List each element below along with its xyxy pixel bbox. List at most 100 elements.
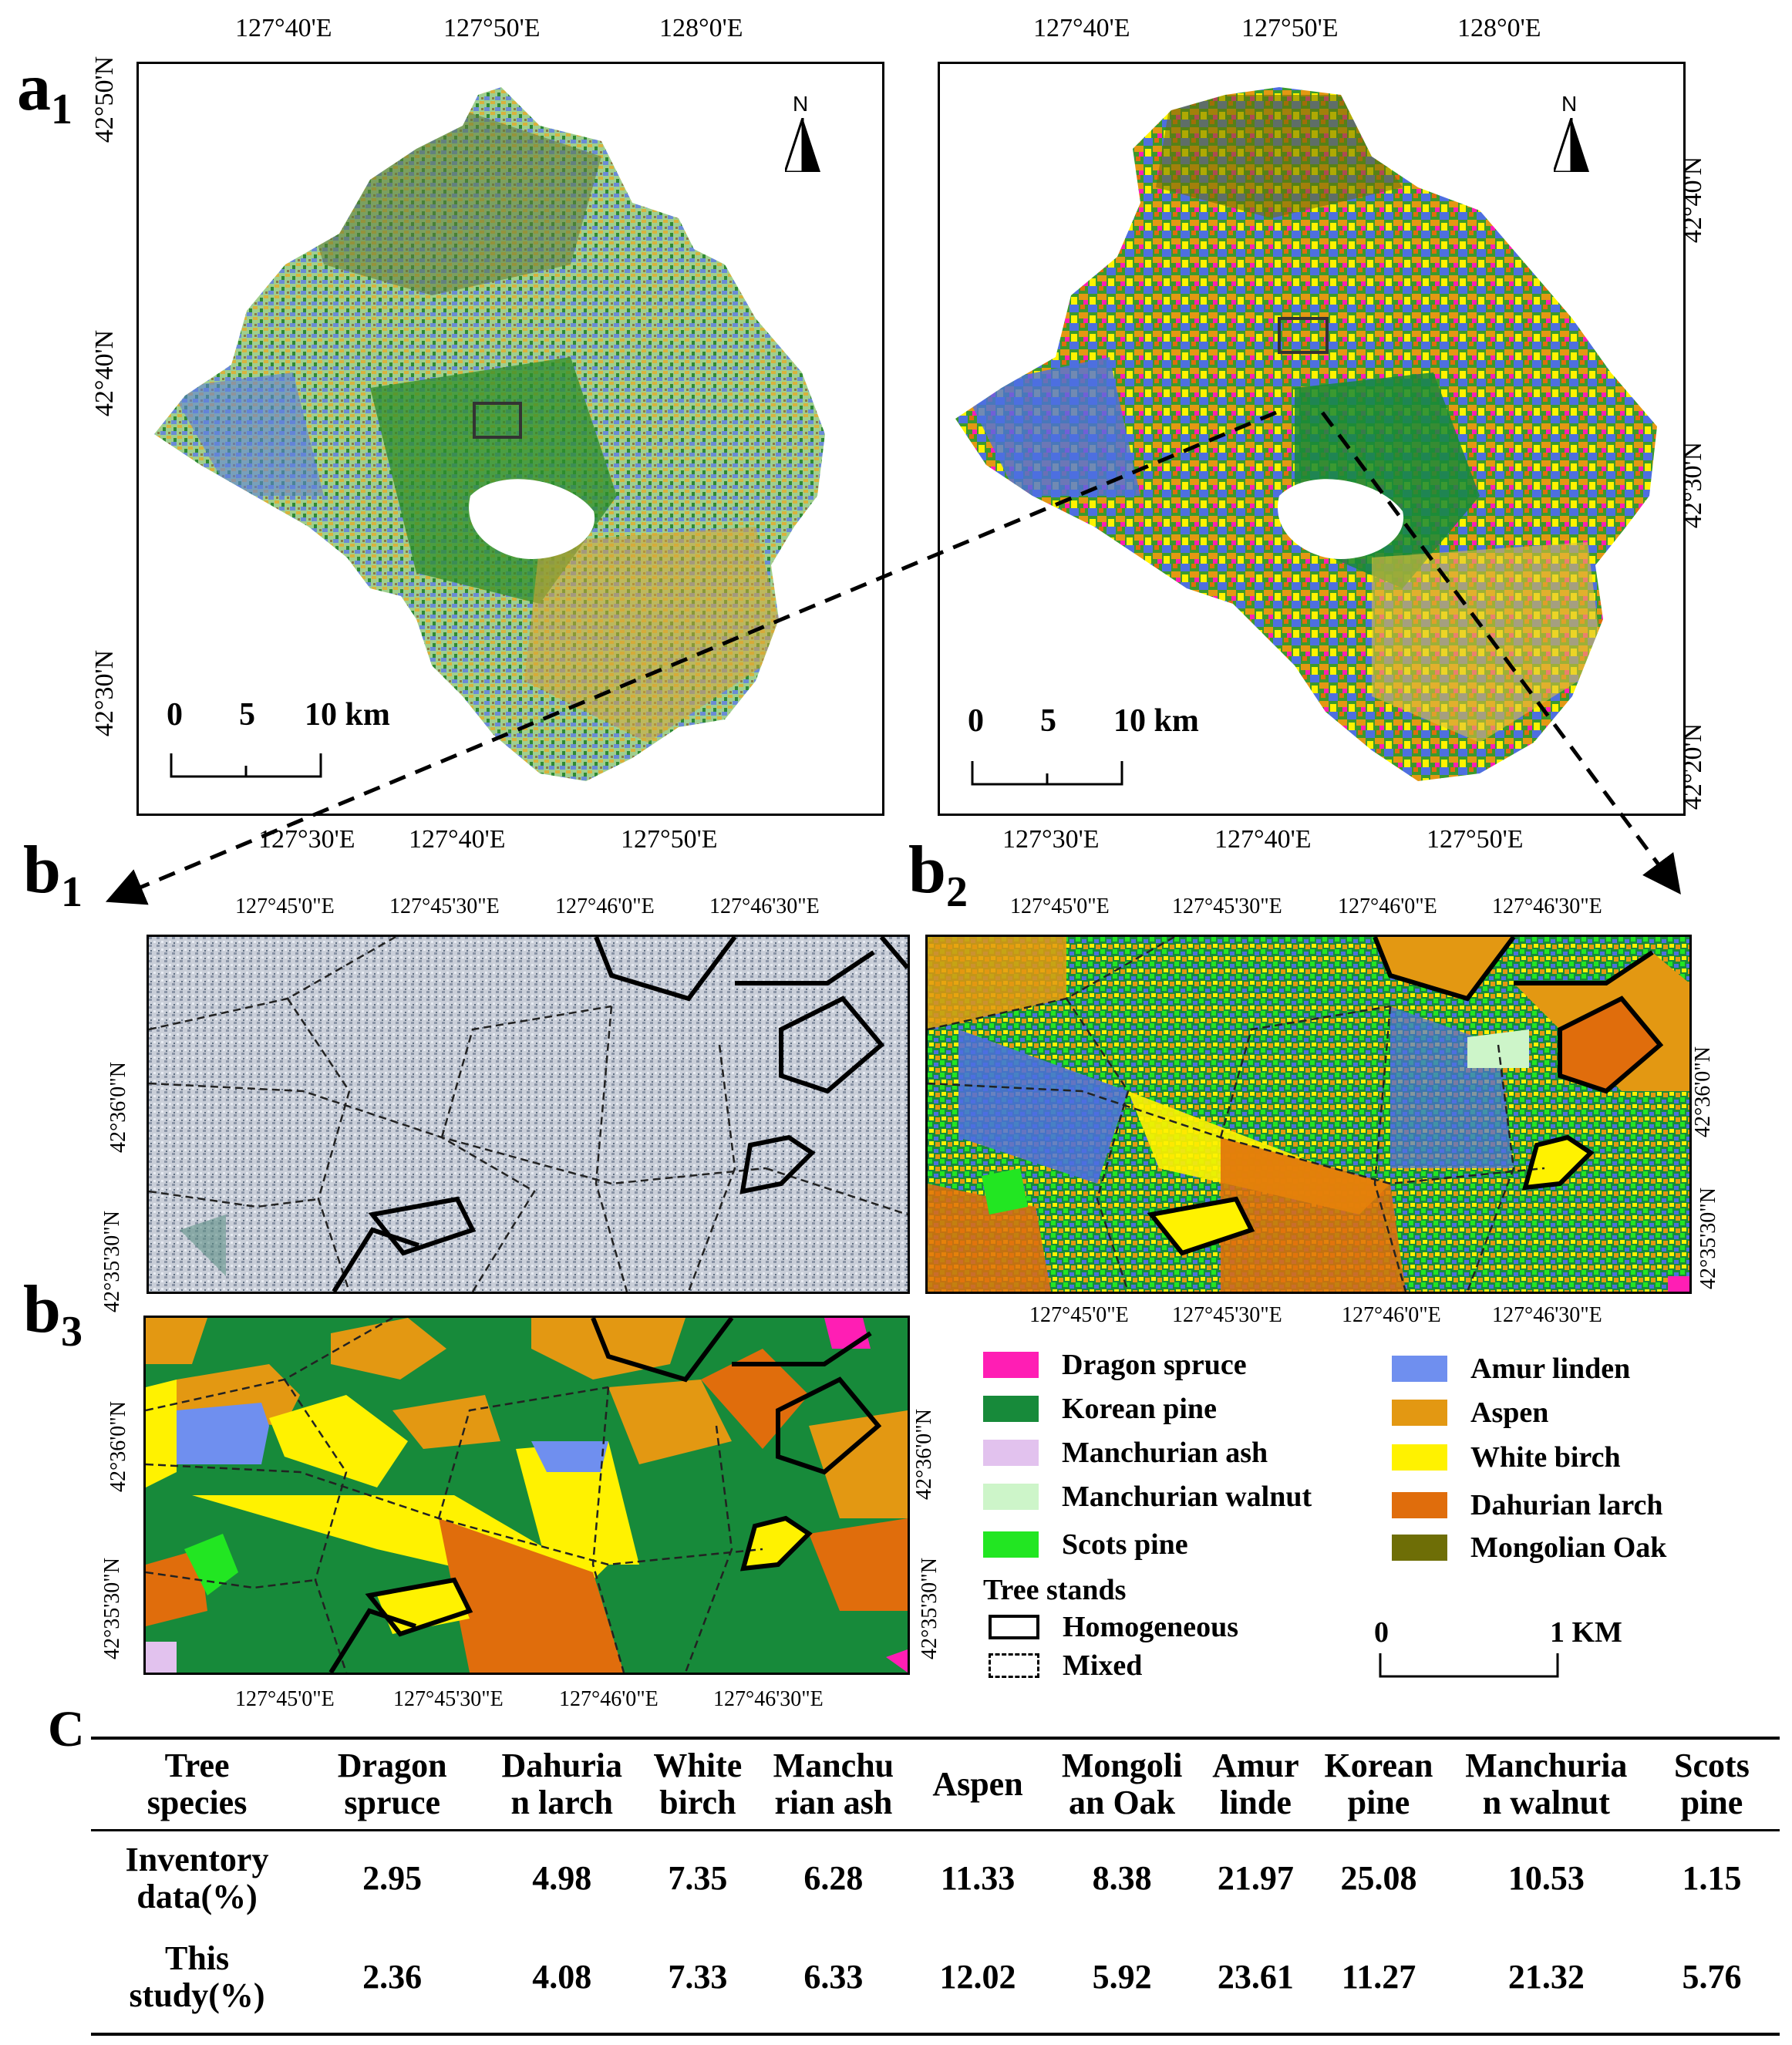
table-cell: 5.92: [1092, 1957, 1152, 1996]
map-b3: [143, 1316, 910, 1675]
legend-swatch: [983, 1352, 1039, 1378]
map-b2: [925, 935, 1692, 1294]
panel-label-b1: b1: [23, 833, 83, 916]
a1-scale-10: 10 km: [305, 697, 390, 733]
map-b3-inventory: [146, 1318, 908, 1673]
legend-swatch: [983, 1396, 1039, 1422]
header-tree-species: Tree species: [147, 1746, 248, 1821]
panel-label-b2: b2: [908, 833, 968, 916]
panel-label-c: C: [48, 1701, 85, 1757]
table-cell: 25.08: [1340, 1858, 1417, 1897]
legend-swatch: [1392, 1400, 1447, 1426]
a1-scale-0: 0: [167, 697, 183, 733]
legend-item-homogeneous: Homogeneous: [989, 1610, 1238, 1644]
a2-scale-10: 10 km: [1113, 703, 1199, 739]
a1-scale-5: 5: [239, 697, 255, 733]
table-cell: 5.76: [1682, 1957, 1742, 1996]
table-cell: 2.95: [362, 1858, 423, 1897]
legend-stands-title: Tree stands: [983, 1574, 1127, 1606]
b3-right-lat-1: 42°36'0"N: [911, 1409, 936, 1500]
a2-scalebar: [971, 761, 1123, 786]
b2-top-lon-1: 127°45'0"E: [1010, 894, 1110, 918]
b3-bottom-lon-1: 127°45'0"E: [235, 1687, 335, 1711]
b3-right-lat-2: 42°35'30"N: [917, 1558, 941, 1659]
a1-bottom-lon-2: 127°40'E: [409, 825, 506, 854]
legend-item-manchurian-walnut: Manchurian walnut: [983, 1480, 1312, 1514]
table-cell: 12.02: [939, 1957, 1016, 1996]
header-aspen: Aspen: [932, 1764, 1023, 1803]
a1-north-label: N: [793, 92, 809, 116]
legend-scalebar: [1379, 1653, 1559, 1678]
legend-item-amur-linden: Amur linden: [1392, 1352, 1630, 1386]
legend-item-aspen: Aspen: [1392, 1396, 1548, 1430]
table-cell: 4.98: [532, 1858, 592, 1897]
header-manchurian-ash: Manchu rian ash: [773, 1746, 894, 1821]
map-a2-classification: [955, 87, 1657, 781]
mixed-swatch: [989, 1653, 1039, 1678]
table-cell: 10.53: [1507, 1858, 1585, 1897]
legend-item-mixed: Mixed: [989, 1649, 1142, 1683]
b3-bottom-lon-4: 127°46'30"E: [713, 1687, 824, 1711]
header-dragon-spruce: Dragon spruce: [337, 1746, 447, 1821]
table-cell: 11.27: [1341, 1957, 1416, 1996]
table-cell: 8.38: [1092, 1858, 1152, 1897]
species-percentage-table: Tree species Dragon spruce Dahuria n larch …: [91, 1740, 1780, 2026]
a2-scale-0: 0: [968, 703, 984, 739]
table-cell: 7.35: [668, 1858, 728, 1897]
legend-swatch: [1392, 1444, 1447, 1471]
legend-swatch: [1392, 1356, 1447, 1382]
b3-bottom-lon-3: 127°46'0"E: [559, 1687, 659, 1711]
b2-lat-2: 42°35'30"N: [1696, 1188, 1720, 1289]
legend-swatch: [1392, 1535, 1447, 1561]
table-bottom-rule: [91, 2033, 1780, 2036]
legend-item-white-birch: White birch: [1392, 1440, 1621, 1474]
a2-bottom-lon-2: 127°40'E: [1214, 825, 1312, 854]
table-mid-rule: [91, 1829, 1780, 1831]
b2-top-lon-4: 127°46'30"E: [1492, 894, 1602, 918]
header-korean-pine: Korean pine: [1324, 1746, 1433, 1821]
a1-scalebar: [170, 753, 322, 778]
a2-top-lon-2: 127°50'E: [1241, 14, 1339, 42]
map-b1-imagery: [149, 937, 908, 1292]
legend-swatch: [983, 1440, 1039, 1466]
legend-swatch: [983, 1484, 1039, 1510]
table-cell: 23.61: [1217, 1957, 1294, 1996]
a2-top-lon-1: 127°40'E: [1033, 14, 1130, 42]
b2-bottom-lon-2: 127°45'30"E: [1172, 1303, 1282, 1327]
a1-top-lon-2: 127°50'E: [443, 14, 541, 42]
homogeneous-swatch: [989, 1615, 1039, 1639]
row-label-inventory: Inventory data(%): [125, 1840, 269, 1915]
b2-bottom-lon-3: 127°46'0"E: [1342, 1303, 1441, 1327]
a1-top-lon-3: 128°0'E: [659, 14, 743, 42]
legend-swatch: [1392, 1492, 1447, 1518]
panel-label-a1: a1: [17, 50, 72, 133]
table-header-row: Tree species Dragon spruce Dahuria n larch …: [91, 1740, 1780, 1829]
table-cell: 6.33: [803, 1957, 864, 1996]
legend-scale-start: 0: [1374, 1616, 1389, 1649]
legend-item-manchurian-ash: Manchurian ash: [983, 1436, 1268, 1470]
b1-top-lon-4: 127°46'30"E: [709, 894, 820, 918]
table-cell: 2.36: [362, 1957, 423, 1996]
table-cell: 1.15: [1682, 1858, 1742, 1897]
map-a1: N 0 5 10 km: [136, 62, 884, 816]
table-cell: 4.08: [532, 1957, 592, 1996]
legend-item-mongolian-oak: Mongolian Oak: [1392, 1531, 1666, 1565]
header-scots-pine: Scots pine: [1674, 1746, 1750, 1821]
table-cell: 21.97: [1217, 1858, 1294, 1897]
table-row: This study(%) 2.36 4.08 7.33 6.33 12.02 5…: [91, 1928, 1780, 2026]
a2-north-label: N: [1561, 92, 1578, 116]
a2-bottom-lon-1: 127°30'E: [1002, 825, 1100, 854]
legend-item-dahurian-larch: Dahurian larch: [1392, 1488, 1663, 1522]
header-dahurian-larch: Dahuria n larch: [501, 1746, 622, 1821]
map-b1: [147, 935, 910, 1294]
b2-top-lon-3: 127°46'0"E: [1338, 894, 1437, 918]
b3-lat-2: 42°35'30"N: [99, 1558, 124, 1659]
table-cell: 6.28: [803, 1858, 864, 1897]
b1-top-lon-1: 127°45'0"E: [235, 894, 335, 918]
header-mongolian-oak: Mongoli an Oak: [1061, 1746, 1183, 1821]
header-amur-linden: Amur linde: [1212, 1746, 1299, 1821]
map-a1-imagery: [154, 87, 825, 781]
legend-scale-end: 1 KM: [1550, 1616, 1622, 1649]
a1-bottom-lon-3: 127°50'E: [621, 825, 718, 854]
legend-swatch: [983, 1531, 1039, 1558]
